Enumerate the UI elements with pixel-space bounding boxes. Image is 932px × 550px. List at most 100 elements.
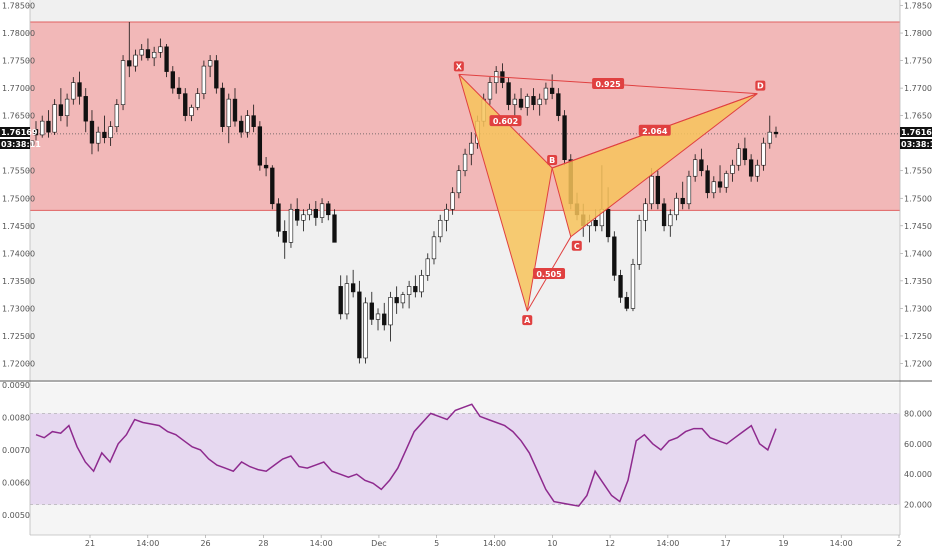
indicator-line[interactable] (35, 403, 777, 507)
candle[interactable] (562, 110, 567, 166)
candle[interactable] (456, 165, 462, 199)
pattern-ratio-label[interactable]: 0.925 (592, 77, 625, 89)
candle[interactable] (444, 203, 449, 232)
candle[interactable] (767, 115, 772, 149)
candle[interactable] (313, 201, 318, 226)
candle[interactable] (674, 192, 679, 221)
candle[interactable] (531, 88, 536, 111)
candle[interactable] (419, 269, 424, 298)
pattern-point-a[interactable]: A (522, 315, 533, 326)
candle[interactable] (145, 38, 151, 61)
price-pane[interactable] (30, 0, 900, 380)
pattern-ratio-label[interactable]: 0.602 (489, 115, 522, 127)
candle[interactable] (394, 286, 399, 314)
candle[interactable] (288, 203, 294, 248)
candle[interactable] (164, 44, 169, 78)
candle[interactable] (338, 275, 343, 320)
candle[interactable] (369, 291, 374, 325)
candle[interactable] (624, 291, 629, 312)
indicator-pane[interactable] (30, 383, 900, 535)
candle[interactable] (425, 253, 430, 281)
candle[interactable] (257, 121, 263, 171)
candle[interactable] (406, 280, 412, 309)
candle[interactable] (326, 201, 331, 221)
candle[interactable] (705, 165, 710, 199)
candle[interactable] (512, 93, 517, 116)
pattern-point-b[interactable]: B (547, 154, 558, 165)
candle[interactable] (525, 93, 530, 116)
candle[interactable] (96, 126, 101, 152)
candle[interactable] (375, 308, 381, 331)
pattern-point-x[interactable]: X (453, 61, 464, 72)
candle[interactable] (618, 269, 623, 303)
pattern-point-d[interactable]: D (755, 80, 766, 91)
candle[interactable] (655, 170, 661, 210)
candle[interactable] (295, 198, 300, 226)
candle[interactable] (40, 115, 45, 138)
candle[interactable] (276, 198, 281, 237)
candle[interactable] (319, 198, 325, 224)
candle[interactable] (388, 291, 393, 342)
candle[interactable] (661, 198, 667, 232)
candle[interactable] (207, 55, 213, 78)
candle[interactable] (201, 60, 207, 100)
candle[interactable] (643, 198, 648, 232)
candle[interactable] (46, 110, 51, 138)
candle[interactable] (226, 93, 231, 144)
candle[interactable] (736, 143, 741, 171)
pattern-ratio-label[interactable]: 2.064 (638, 124, 671, 136)
candle[interactable] (332, 209, 337, 243)
candle[interactable] (357, 280, 362, 364)
pattern-point-c[interactable]: C (571, 240, 582, 251)
candle[interactable] (232, 88, 238, 127)
candle[interactable] (543, 82, 549, 105)
candle[interactable] (151, 46, 157, 67)
candle[interactable] (77, 71, 82, 105)
candle[interactable] (487, 77, 493, 105)
candle[interactable] (102, 115, 107, 144)
candle[interactable] (637, 214, 642, 270)
candle[interactable] (89, 110, 95, 155)
candle[interactable] (717, 165, 723, 193)
candle[interactable] (612, 231, 617, 281)
candle[interactable] (413, 275, 418, 298)
candle[interactable] (686, 170, 692, 210)
candle[interactable] (755, 159, 760, 182)
candle[interactable] (282, 220, 287, 259)
candle[interactable] (263, 156, 269, 177)
candle[interactable] (699, 148, 704, 177)
candle[interactable] (506, 77, 511, 111)
candle[interactable] (711, 176, 716, 199)
candle[interactable] (183, 88, 188, 122)
candle[interactable] (450, 187, 455, 215)
candle[interactable] (537, 93, 542, 116)
candle[interactable] (400, 291, 406, 309)
candle[interactable] (195, 88, 200, 111)
candle[interactable] (773, 126, 779, 138)
candle[interactable] (307, 203, 312, 221)
candle[interactable] (220, 82, 225, 133)
candle[interactable] (71, 77, 76, 105)
candle[interactable] (748, 154, 754, 182)
candle[interactable] (742, 137, 748, 166)
candle[interactable] (83, 88, 88, 133)
candle[interactable] (214, 55, 219, 94)
candle[interactable] (251, 104, 256, 133)
candle[interactable] (139, 44, 144, 61)
candle[interactable] (462, 148, 468, 177)
candle[interactable] (431, 231, 437, 265)
candle[interactable] (518, 88, 524, 111)
candle[interactable] (189, 104, 194, 122)
candle[interactable] (158, 38, 163, 58)
candle[interactable] (556, 88, 561, 122)
candle[interactable] (301, 209, 306, 232)
pattern-ratio-label[interactable]: 0.505 (533, 267, 566, 279)
candle[interactable] (170, 66, 175, 94)
candle[interactable] (114, 99, 120, 133)
candle[interactable] (33, 121, 39, 141)
candle[interactable] (761, 137, 766, 171)
candle[interactable] (549, 74, 555, 100)
candle[interactable] (730, 159, 735, 182)
candle[interactable] (382, 302, 387, 331)
